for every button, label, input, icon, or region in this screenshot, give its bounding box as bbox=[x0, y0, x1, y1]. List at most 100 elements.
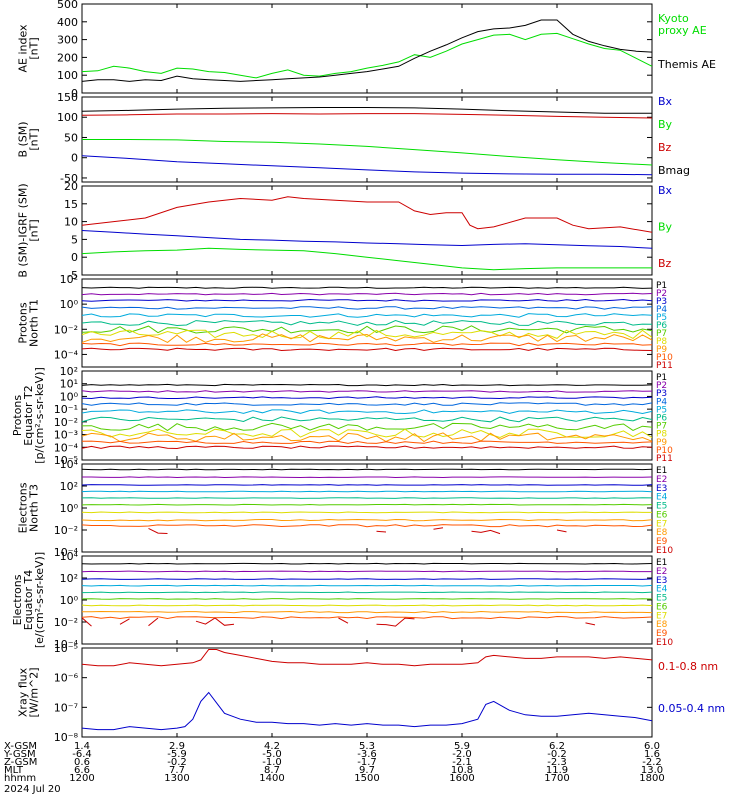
legend-label: By bbox=[658, 118, 673, 131]
legend-label: P1 bbox=[656, 373, 667, 383]
legend-label: E6 bbox=[656, 602, 668, 612]
panel-bigrf: -5 0 5 10 15 20 B (SM)-IGRF (SM)[nT] Bx By Bz bbox=[17, 180, 673, 282]
legend-label: P5 bbox=[656, 313, 667, 323]
y-tick-label: -5 bbox=[67, 269, 78, 282]
ephemeris-value: -2.3 bbox=[547, 757, 567, 768]
y-tick-label: 10⁻⁵ bbox=[54, 454, 78, 467]
y-tick-label: 10² bbox=[60, 480, 78, 493]
legend-label: E5 bbox=[656, 594, 667, 604]
legend-label: E1 bbox=[656, 558, 667, 568]
ephemeris-value: 1700 bbox=[544, 773, 569, 784]
channel-line-e10 bbox=[119, 618, 130, 625]
legend-label: P3 bbox=[656, 297, 667, 307]
channel-line-e1 bbox=[82, 562, 652, 565]
ephemeris-value: 7.7 bbox=[169, 765, 185, 776]
series-line-bx bbox=[82, 230, 652, 249]
channel-line-p9 bbox=[82, 432, 652, 443]
legend-label: P11 bbox=[656, 454, 673, 464]
series-line-themis-ae bbox=[82, 19, 652, 82]
channel-line-p10 bbox=[82, 342, 652, 347]
channel-line-e3 bbox=[82, 578, 652, 580]
ephemeris-value: 1200 bbox=[69, 773, 94, 784]
channel-line-p4 bbox=[82, 402, 652, 406]
y-tick-label: 10⁴ bbox=[60, 458, 79, 471]
y-tick-label: 100 bbox=[57, 69, 78, 82]
ephemeris-row-label: Y-GSM bbox=[3, 749, 36, 760]
channel-line-e6 bbox=[82, 598, 652, 600]
y-axis-label-line: Electrons bbox=[17, 482, 30, 533]
ephemeris-value: -0.2 bbox=[167, 757, 187, 768]
channel-line-e2 bbox=[82, 476, 652, 479]
ephemeris-value: 6.6 bbox=[74, 765, 90, 776]
ephemeris-row-label: Z-GSM bbox=[4, 757, 37, 768]
ephemeris-value: -2.1 bbox=[452, 757, 472, 768]
channel-line-e10 bbox=[82, 617, 92, 627]
y-tick-label: 50 bbox=[64, 131, 78, 144]
legend-label: E10 bbox=[656, 638, 673, 648]
ephemeris-row-label: MLT bbox=[4, 765, 24, 776]
channel-line-e8 bbox=[82, 610, 652, 614]
legend-label: P11 bbox=[656, 361, 673, 371]
legend-label: P2 bbox=[656, 381, 667, 391]
y-tick-label: 10⁻⁸ bbox=[54, 731, 79, 744]
y-axis-label-line: North T3 bbox=[28, 484, 41, 532]
series-line-bz bbox=[82, 196, 652, 233]
y-tick-label: 400 bbox=[57, 16, 78, 29]
ephemeris-value: 1800 bbox=[639, 773, 664, 784]
ephemeris-value: -0.2 bbox=[547, 749, 567, 760]
legend-label: E1 bbox=[656, 466, 667, 476]
y-axis-label-line: Xray flux bbox=[17, 667, 30, 717]
channel-line-e9 bbox=[82, 524, 652, 528]
legend-label: P10 bbox=[656, 446, 673, 456]
channel-line-e10 bbox=[376, 530, 387, 533]
y-axis-label-line: B (SM) bbox=[17, 121, 30, 157]
legend-label: P8 bbox=[656, 430, 667, 440]
legend-label: P9 bbox=[656, 438, 667, 448]
channel-line-p6 bbox=[82, 416, 652, 423]
y-tick-label: 0 bbox=[71, 251, 78, 264]
ephemeris-value: 5.9 bbox=[454, 741, 470, 752]
y-tick-label: 10⁻² bbox=[54, 323, 78, 336]
y-axis-label-line: [p/(cm²-s-sr-keV)] bbox=[33, 367, 46, 464]
ephemeris-row-label: hhmm bbox=[4, 773, 36, 784]
legend-label: P5 bbox=[656, 405, 667, 415]
panel-frame bbox=[81, 185, 653, 276]
channel-line-e10 bbox=[195, 617, 235, 626]
y-axis-label: AE index[nT] bbox=[17, 24, 41, 73]
series-line-bz bbox=[82, 113, 652, 119]
series-line-by bbox=[82, 139, 652, 166]
panel-frame bbox=[81, 278, 653, 368]
legend-label: E9 bbox=[656, 537, 668, 547]
channel-line-e7 bbox=[82, 511, 652, 514]
legend-label: P2 bbox=[656, 289, 667, 299]
y-axis-label-line: [W/m^2] bbox=[28, 667, 41, 717]
channel-line-e10 bbox=[148, 617, 159, 627]
channel-line-e7 bbox=[82, 604, 652, 607]
channel-line-p10 bbox=[82, 440, 652, 444]
y-tick-label: 10² bbox=[60, 273, 78, 286]
y-tick-label: 10⁻⁴ bbox=[54, 638, 79, 651]
channel-line-e4 bbox=[82, 584, 652, 587]
legend-label: P10 bbox=[656, 353, 673, 363]
ephemeris-value: 0.6 bbox=[74, 757, 90, 768]
ephemeris-value: 9.7 bbox=[359, 765, 375, 776]
channel-line-p1 bbox=[82, 383, 652, 387]
channel-line-p2 bbox=[82, 390, 652, 393]
channel-line-e10 bbox=[148, 527, 168, 534]
y-axis-label: B (SM)[nT] bbox=[17, 121, 41, 157]
date-label: 2024 Jul 20 bbox=[4, 784, 61, 795]
ephemeris-value: 11.9 bbox=[546, 765, 568, 776]
channel-line-e10 bbox=[376, 617, 415, 627]
channel-line-p3 bbox=[82, 396, 652, 400]
legend-label: P3 bbox=[656, 389, 667, 399]
legend-label: E7 bbox=[656, 519, 667, 529]
y-axis-label-line: [nT] bbox=[28, 128, 41, 150]
legend-label: E5 bbox=[656, 502, 667, 512]
legend-label: P6 bbox=[656, 321, 667, 331]
y-axis-label-line: Equator T4 bbox=[22, 570, 35, 630]
y-tick-label: 100 bbox=[57, 111, 78, 124]
y-axis-label-line: B (SM)-IGRF (SM) bbox=[17, 183, 30, 277]
panel-frame bbox=[81, 555, 653, 645]
